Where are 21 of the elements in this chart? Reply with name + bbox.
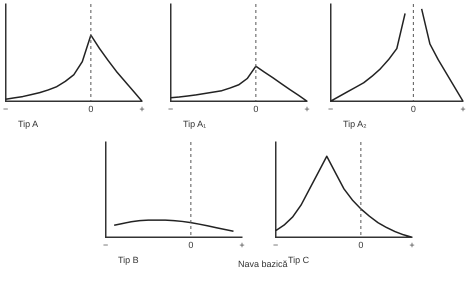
x-tick-label: − bbox=[168, 104, 174, 114]
x-tick-label: − bbox=[102, 240, 108, 250]
x-tick-label: + bbox=[304, 104, 310, 114]
x-axis-title: Tip A₂ bbox=[343, 119, 367, 129]
x-axis-title: Tip A₁ bbox=[183, 119, 206, 129]
x-tick-label: − bbox=[328, 104, 334, 114]
x-tick-label: 0 bbox=[188, 240, 194, 250]
x-tick-label: − bbox=[272, 240, 278, 250]
x-tick-label: 0 bbox=[253, 104, 258, 114]
x-tick-label: + bbox=[239, 240, 245, 250]
x-tick-label: + bbox=[139, 104, 145, 114]
x-axis-title: Tip B bbox=[118, 255, 139, 265]
x-tick-label: 0 bbox=[88, 104, 94, 114]
x-tick-label: + bbox=[409, 240, 415, 250]
x-tick-label: 0 bbox=[358, 240, 364, 250]
x-tick-label: 0 bbox=[410, 104, 416, 114]
text: Nava bazică bbox=[238, 259, 288, 269]
x-tick-label: + bbox=[460, 104, 466, 114]
x-axis-title: Tip A bbox=[18, 119, 38, 129]
x-tick-label: − bbox=[2, 104, 8, 114]
x-axis-title: Tip C bbox=[288, 255, 310, 265]
